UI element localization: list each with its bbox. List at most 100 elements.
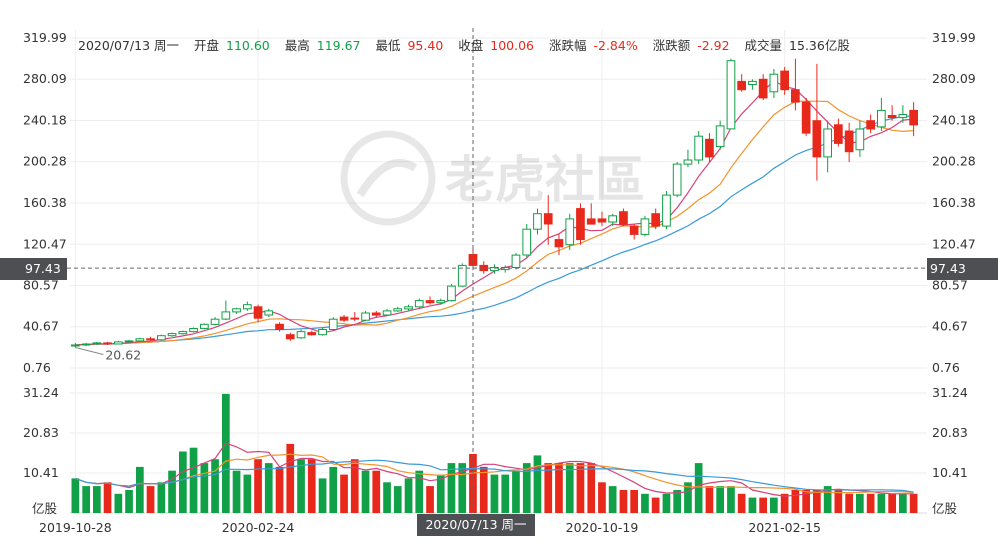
candle <box>490 264 499 274</box>
volume-bar <box>286 443 295 513</box>
candle <box>157 334 166 341</box>
price-tick-left: 0.76 <box>23 360 51 375</box>
candle-body <box>877 109 886 128</box>
candle <box>232 307 241 314</box>
candle <box>877 97 886 132</box>
candle-body <box>887 115 897 119</box>
candle-body <box>823 128 832 158</box>
candle-body <box>200 323 209 329</box>
candle <box>178 330 188 335</box>
candle-body <box>414 300 424 308</box>
info-low-label: 最低 <box>375 38 401 53</box>
candle-body <box>318 329 327 336</box>
volume-bar <box>136 466 144 513</box>
volume-bar <box>673 490 681 513</box>
volume-bar <box>436 474 445 513</box>
volume-bar <box>737 493 746 513</box>
info-volume-value: 15.36亿股 <box>789 38 850 53</box>
candle-body <box>694 135 703 161</box>
candle-body <box>425 300 435 304</box>
candle <box>103 341 112 346</box>
price-tick-right: 40.67 <box>932 319 968 334</box>
candle-body <box>576 208 585 241</box>
volume-bar <box>748 497 757 513</box>
candle <box>651 208 660 230</box>
candle-body <box>898 114 908 119</box>
candle <box>92 341 102 346</box>
volume-bar <box>684 482 692 513</box>
candle-body <box>705 138 714 158</box>
candle <box>898 105 908 123</box>
candle-body <box>436 300 446 304</box>
candle-body <box>844 130 854 153</box>
candle <box>694 131 703 165</box>
volume-bar <box>533 455 542 513</box>
candle <box>393 306 403 312</box>
volume-tick-left: 10.41 <box>23 465 59 480</box>
candle <box>382 308 392 317</box>
volume-bar <box>490 474 499 513</box>
candle <box>339 315 349 323</box>
candle-body <box>909 109 918 126</box>
candle-body <box>834 124 843 144</box>
info-chgpct-label: 涨跌幅 <box>549 38 587 53</box>
volume-bar <box>383 482 391 513</box>
volume-bar <box>780 493 789 513</box>
candle <box>210 317 220 326</box>
candle-body <box>608 215 617 223</box>
candle <box>200 323 209 330</box>
volume-tick-right: 20.83 <box>932 425 968 440</box>
candle-body <box>404 306 413 310</box>
x-tick-label: 2020-10-19 <box>566 520 639 535</box>
candle <box>791 58 800 111</box>
candle-body <box>167 333 177 337</box>
candle <box>683 149 693 168</box>
candle-body <box>307 332 317 336</box>
watermark-logo: 老虎社區 <box>340 130 645 226</box>
candle <box>81 342 91 347</box>
candle <box>780 66 789 95</box>
candle-body <box>715 125 725 148</box>
candle <box>414 298 424 308</box>
volume-bar <box>243 474 252 513</box>
candle <box>672 162 682 198</box>
watermark-claw <box>356 159 418 198</box>
candle-body <box>726 60 736 130</box>
candle <box>361 310 370 322</box>
candle <box>543 195 553 245</box>
candle <box>565 213 575 250</box>
volume-bar <box>232 470 241 513</box>
candle-body <box>769 73 779 93</box>
volume-tick-right: 10.41 <box>932 465 968 480</box>
price-tick-right: 280.09 <box>932 71 976 86</box>
volume-bar <box>598 482 606 513</box>
info-open-value: 110.60 <box>226 38 270 53</box>
candle-body <box>92 342 102 345</box>
candle-body <box>361 312 370 321</box>
candle-body <box>146 338 155 341</box>
crosshair-date-label: 2020/07/13 周一 <box>417 514 535 536</box>
candle <box>586 203 596 225</box>
candle <box>318 327 327 336</box>
candle-body <box>640 218 650 235</box>
info-low-value: 95.40 <box>407 38 444 53</box>
candle-body <box>791 89 800 103</box>
candle <box>608 213 617 227</box>
candle-body <box>350 317 360 320</box>
candle-body <box>737 80 746 91</box>
volume-unit-right: 亿股 <box>932 501 958 516</box>
candle-body <box>135 338 145 342</box>
candle <box>221 300 231 321</box>
volume-bar <box>307 459 316 513</box>
volume-bar <box>297 459 305 513</box>
volume-bar <box>426 486 434 513</box>
volume-bar <box>662 493 671 513</box>
candle <box>425 296 435 305</box>
candle <box>801 97 811 137</box>
x-tick-label: 2021-02-15 <box>748 520 821 535</box>
candle-body <box>554 239 564 248</box>
x-tick-label: 2020-02-24 <box>222 520 295 535</box>
candle <box>758 74 768 101</box>
volume-bar <box>211 459 219 513</box>
